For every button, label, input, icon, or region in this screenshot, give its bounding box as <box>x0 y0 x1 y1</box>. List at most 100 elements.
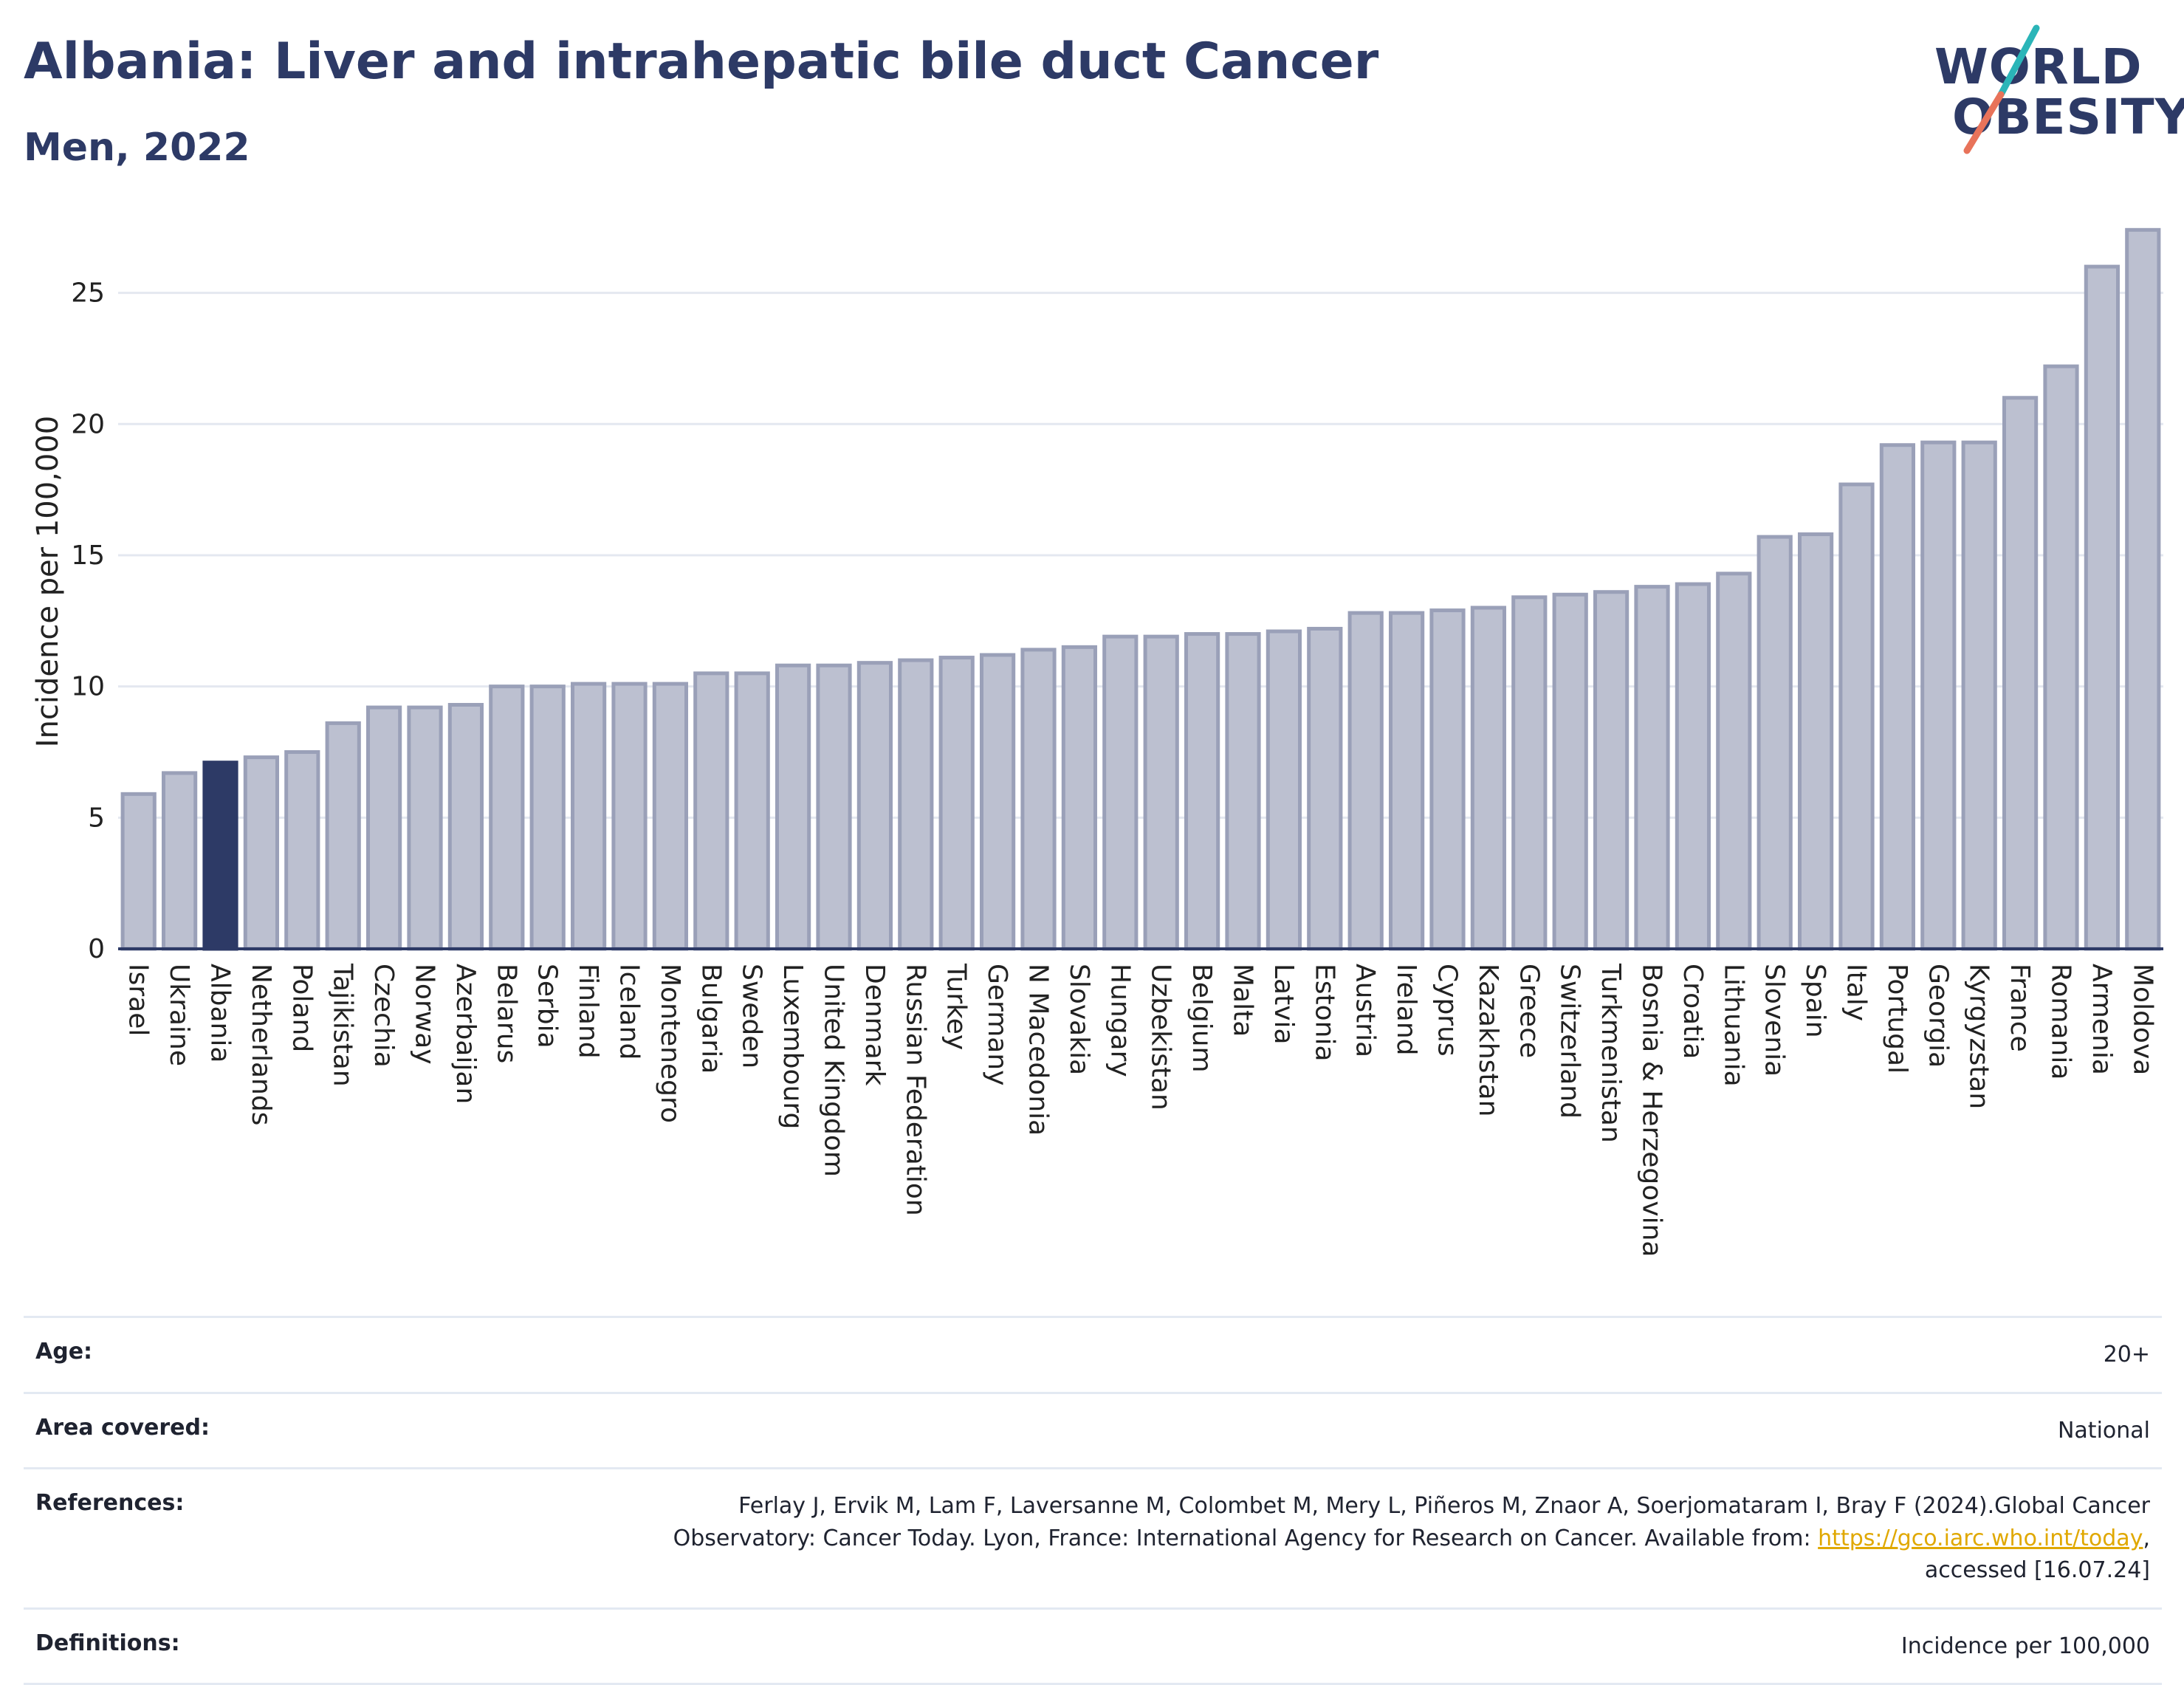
bar-austria <box>1350 613 1381 949</box>
x-tick-label: Georgia <box>1923 964 1953 1068</box>
bar-croatia <box>1677 584 1709 949</box>
x-tick-label: Kyrgyzstan <box>1964 964 1994 1109</box>
x-tick-label: Belarus <box>491 964 521 1063</box>
bar-united-kingdom <box>818 665 850 949</box>
x-tick-label: Albania <box>205 964 236 1063</box>
bar-azerbaijan <box>450 705 481 949</box>
bar-switzerland <box>1554 594 1586 949</box>
chart-subtitle: Men, 2022 <box>24 126 250 170</box>
bar-ukraine <box>163 773 195 949</box>
x-tick-label: Uzbekistan <box>1146 964 1176 1111</box>
bar-latvia <box>1268 631 1299 949</box>
x-tick-label: Switzerland <box>1555 964 1585 1119</box>
bar-poland <box>286 752 318 949</box>
x-tick-label: Romania <box>2046 964 2076 1080</box>
references-label: References: <box>35 1490 184 1516</box>
bar-israel <box>123 794 154 949</box>
x-tick-label: Malta <box>1228 964 1258 1037</box>
x-tick-label: Portugal <box>1882 964 1912 1074</box>
x-tick-label: Belgium <box>1187 964 1217 1073</box>
definitions-value: Incidence per 100,000 <box>1901 1630 2150 1663</box>
x-tick-label: Austria <box>1350 964 1381 1057</box>
bar-moldova <box>2127 230 2159 949</box>
bar-malta <box>1227 634 1259 949</box>
bar-n-macedonia <box>1023 650 1054 949</box>
bar-albania <box>205 763 236 949</box>
x-tick-label: Latvia <box>1268 964 1299 1045</box>
bar-turkmenistan <box>1595 592 1627 949</box>
x-tick-label: France <box>2005 964 2035 1052</box>
x-tick-label: Ukraine <box>164 964 194 1066</box>
x-tick-label: Montenegro <box>655 964 685 1123</box>
x-tick-label: Serbia <box>532 964 563 1049</box>
world-obesity-logo: WORLD OBESITY <box>1920 21 2171 161</box>
metadata-table: Age: 20+ Area covered: National Referenc… <box>24 1316 2162 1685</box>
bar-armenia <box>2086 267 2118 949</box>
logo-slash-icon <box>1920 21 2171 161</box>
bar-belarus <box>491 687 523 949</box>
definitions-label: Definitions: <box>35 1630 180 1656</box>
x-tick-label: Greece <box>1514 964 1544 1058</box>
x-tick-label: Slovenia <box>1759 964 1790 1077</box>
x-tick-label: Armenia <box>2087 964 2117 1075</box>
x-tick-label: Sweden <box>737 964 767 1068</box>
x-tick-label: Luxembourg <box>777 964 808 1129</box>
x-tick-label: Lithuania <box>1718 964 1748 1087</box>
bar-ireland <box>1390 613 1422 949</box>
age-value: 20+ <box>2104 1339 2150 1371</box>
bar-bosnia-herzegovina <box>1636 587 1668 949</box>
bar-sweden <box>736 673 768 949</box>
bar-norway <box>409 707 441 949</box>
x-tick-label: Turkey <box>941 963 972 1050</box>
bar-uzbekistan <box>1145 636 1177 949</box>
bar-kazakhstan <box>1472 608 1504 949</box>
y-tick-label: 0 <box>88 934 105 964</box>
x-tick-label: Croatia <box>1678 964 1708 1059</box>
x-tick-label: Finland <box>573 964 603 1059</box>
bar-belgium <box>1186 634 1218 949</box>
bar-georgia <box>1923 442 1954 949</box>
bar-lithuania <box>1718 574 1750 949</box>
x-tick-label: Italy <box>1841 964 1872 1021</box>
references-link[interactable]: https://gco.iarc.who.int/today <box>1818 1526 2143 1551</box>
bar-spain <box>1799 535 1831 949</box>
bar-slovenia <box>1759 537 1790 949</box>
meta-row-definitions: Definitions: Incidence per 100,000 <box>24 1607 2162 1685</box>
chart-title: Albania: Liver and intrahepatic bile duc… <box>24 32 1378 91</box>
y-tick-label: 15 <box>71 540 105 571</box>
area-value: National <box>2058 1415 2150 1447</box>
bar-kyrgyzstan <box>1963 442 1995 949</box>
bar-italy <box>1841 484 1872 949</box>
y-axis-title: Incidence per 100,000 <box>31 416 65 748</box>
bar-cyprus <box>1432 611 1463 949</box>
bar-netherlands <box>245 758 277 949</box>
x-tick-label: Tajikistan <box>328 963 358 1087</box>
bar-estonia <box>1309 628 1341 949</box>
x-tick-label: Poland <box>286 964 317 1052</box>
x-tick-label: Bosnia & Herzegovina <box>1637 964 1667 1257</box>
bar-tajikistan <box>327 723 359 949</box>
bar-france <box>2004 398 2036 949</box>
bar-denmark <box>859 663 890 949</box>
bar-greece <box>1514 597 1545 949</box>
bar-iceland <box>614 684 645 949</box>
x-tick-label: Slovakia <box>1064 964 1094 1075</box>
bar-portugal <box>1881 445 1913 949</box>
x-tick-label: Hungary <box>1105 964 1135 1077</box>
bar-russian-federation <box>900 660 932 949</box>
bar-romania <box>2045 366 2077 949</box>
x-tick-label: Norway <box>410 964 440 1065</box>
meta-row-references: References: Ferlay J, Ervik M, Lam F, La… <box>24 1467 2162 1607</box>
x-tick-label: Ireland <box>1391 964 1421 1056</box>
bar-serbia <box>532 687 563 949</box>
x-tick-label: Kazakhstan <box>1473 964 1503 1116</box>
x-tick-label: Cyprus <box>1432 964 1463 1057</box>
x-tick-label: Denmark <box>859 964 890 1086</box>
y-tick-label: 5 <box>88 803 105 833</box>
meta-row-age: Age: 20+ <box>24 1316 2162 1392</box>
bar-finland <box>572 684 604 949</box>
bar-montenegro <box>654 684 686 949</box>
y-tick-label: 10 <box>71 672 105 702</box>
references-value: Ferlay J, Ervik M, Lam F, Laversanne M, … <box>600 1490 2150 1587</box>
